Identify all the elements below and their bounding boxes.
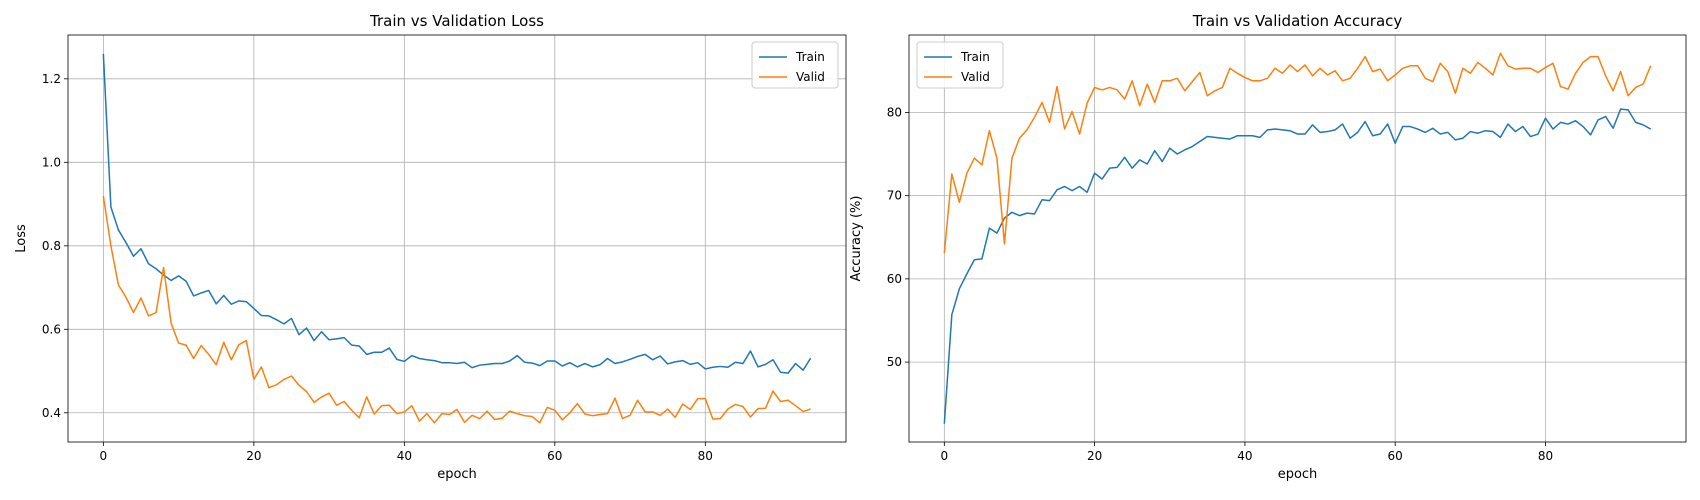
y-tick-label: 50 (887, 355, 902, 369)
legend-box (751, 41, 839, 89)
legend-label-valid: Valid (796, 70, 825, 84)
series-line-valid (943, 52, 1652, 254)
x-axis-label: epoch (1278, 467, 1318, 482)
x-tick-label: 40 (1237, 449, 1252, 463)
x-tick-label: 40 (397, 449, 412, 463)
y-tick-label: 60 (887, 272, 902, 286)
series-line-train (102, 53, 812, 374)
y-tick-label: 80 (887, 105, 902, 119)
legend: Train Valid (916, 41, 1004, 89)
accuracy-chart-panel: 0 20 40 60 80 50 60 70 80 Train vs Validation Acc… (849, 12, 1687, 482)
x-axis-label: epoch (437, 467, 477, 482)
y-tick-label: 0.8 (42, 239, 61, 253)
series-line-train (943, 108, 1652, 424)
x-tick-label: 0 (100, 449, 108, 463)
x-tick-label: 20 (246, 449, 261, 463)
legend-label-train: Train (960, 50, 990, 64)
x-tick-label: 80 (698, 449, 713, 463)
y-tick-label: 1.2 (42, 72, 61, 86)
x-tick-label: 0 (940, 449, 948, 463)
chart-title: Train vs Validation Accuracy (1192, 12, 1403, 30)
plot-area (68, 35, 846, 442)
plot-area (909, 35, 1686, 442)
y-tick-label: 0.6 (42, 322, 61, 336)
series-line-valid (102, 196, 811, 424)
y-axis-label: Loss (14, 224, 29, 253)
loss-chart-panel: 0 20 40 60 80 0.4 0.6 0.8 1.0 1.2 Train vs Validat… (14, 12, 847, 482)
y-tick-label: 70 (887, 189, 902, 203)
x-tick-label: 60 (1388, 449, 1403, 463)
y-tick-label: 0.4 (42, 406, 61, 420)
y-axis-label: Accuracy (%) (849, 196, 864, 282)
axes-frame (908, 34, 1687, 443)
x-tick-label: 60 (547, 449, 562, 463)
axes-frame (67, 34, 847, 443)
legend: Train Valid (751, 41, 839, 89)
y-tick-label: 1.0 (42, 155, 61, 169)
x-tick-label: 20 (1087, 449, 1102, 463)
legend-box (916, 41, 1004, 89)
legend-label-train: Train (795, 50, 825, 64)
x-tick-label: 80 (1538, 449, 1553, 463)
chart-title: Train vs Validation Loss (369, 12, 544, 30)
legend-label-valid: Valid (961, 70, 990, 84)
